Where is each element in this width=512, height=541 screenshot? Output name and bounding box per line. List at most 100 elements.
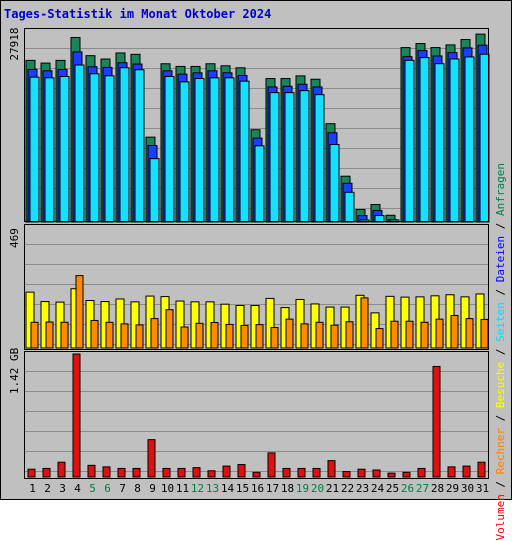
seiten-bar bbox=[104, 75, 115, 223]
seiten-bar bbox=[314, 94, 325, 223]
rechner-bar bbox=[105, 321, 114, 349]
volumen-bar bbox=[102, 466, 111, 478]
seiten-bar bbox=[179, 81, 190, 223]
x-axis-day-label: 24 bbox=[371, 482, 385, 495]
volumen-bar bbox=[192, 467, 201, 478]
x-axis-day-label: 11 bbox=[176, 482, 189, 495]
seiten-bar bbox=[254, 145, 265, 223]
rechner-bar bbox=[75, 275, 84, 349]
x-axis-day-label: 14 bbox=[221, 482, 235, 495]
volumen-bar bbox=[252, 471, 261, 478]
rechner-bar bbox=[330, 324, 339, 349]
volumen-bar bbox=[462, 465, 471, 478]
rechner-bar bbox=[285, 318, 294, 349]
x-axis-day-label: 28 bbox=[431, 482, 444, 495]
y-axis-max-label: 469 bbox=[8, 228, 21, 248]
rechner-bar bbox=[315, 321, 324, 349]
seiten-bar bbox=[479, 53, 490, 223]
seiten-bar bbox=[434, 63, 445, 223]
rechner-bar bbox=[135, 324, 144, 349]
volumen-bar bbox=[117, 467, 126, 478]
panel-3-border bbox=[24, 351, 489, 479]
seiten-bar bbox=[194, 78, 205, 223]
legend-item-volumen: Volumen bbox=[494, 494, 507, 541]
x-axis-day-label: 22 bbox=[341, 482, 354, 495]
rechner-bar bbox=[195, 322, 204, 349]
rechner-bar bbox=[465, 318, 474, 349]
volumen-bar bbox=[372, 469, 381, 478]
x-axis-day-label: 6 bbox=[104, 482, 111, 495]
x-axis-day-label: 30 bbox=[461, 482, 474, 495]
volumen-bar bbox=[177, 467, 186, 478]
volumen-bar bbox=[162, 467, 171, 478]
volumen-bar bbox=[87, 464, 96, 478]
seiten-bar bbox=[89, 73, 100, 223]
volumen-bar bbox=[417, 467, 426, 478]
seiten-bar bbox=[59, 75, 70, 223]
rechner-bar bbox=[450, 314, 459, 349]
volumen-bar bbox=[267, 452, 276, 478]
seiten-bar bbox=[239, 80, 250, 223]
rechner-bar bbox=[225, 323, 234, 349]
rechner-bar bbox=[420, 321, 429, 349]
x-axis-day-label: 20 bbox=[311, 482, 324, 495]
volumen-bar bbox=[207, 470, 216, 478]
panel-3-background bbox=[24, 351, 489, 479]
seiten-bar bbox=[164, 75, 175, 223]
besuche-bar bbox=[25, 291, 35, 349]
x-axis-day-label: 12 bbox=[191, 482, 204, 495]
volumen-bar bbox=[447, 466, 456, 478]
rechner-bar bbox=[240, 324, 249, 349]
rechner-bar bbox=[345, 321, 354, 349]
panel-2-border bbox=[24, 224, 489, 350]
x-axis-day-label: 18 bbox=[281, 482, 294, 495]
rechner-bar bbox=[480, 318, 489, 349]
x-axis-day-label: 17 bbox=[266, 482, 279, 495]
volumen-bar bbox=[27, 468, 36, 478]
rechner-bar bbox=[45, 321, 54, 349]
rechner-bar bbox=[60, 321, 69, 349]
volumen-bar bbox=[222, 465, 231, 478]
x-axis-day-label: 2 bbox=[44, 482, 51, 495]
volumen-bar bbox=[72, 353, 81, 478]
panel-1-border bbox=[24, 28, 489, 222]
x-axis-day-label: 9 bbox=[149, 482, 156, 495]
volumen-bar bbox=[237, 464, 246, 478]
volumen-bar bbox=[312, 467, 321, 478]
x-axis-day-label: 26 bbox=[401, 482, 414, 495]
volumen-bar bbox=[42, 467, 51, 478]
seiten-bar bbox=[209, 77, 220, 223]
y-axis-max-label: 1.42 GB bbox=[8, 347, 21, 394]
rechner-bar bbox=[90, 319, 99, 349]
volumen-bar bbox=[147, 439, 156, 478]
volumen-bar bbox=[477, 461, 486, 478]
x-axis-day-label: 3 bbox=[59, 482, 66, 495]
y-axis-max-label: 27918 bbox=[8, 27, 21, 60]
volumen-bar bbox=[282, 467, 291, 478]
rechner-bar bbox=[435, 318, 444, 349]
x-axis-day-label: 15 bbox=[236, 482, 249, 495]
x-axis-day-label: 1 bbox=[29, 482, 36, 495]
volumen-bar bbox=[297, 467, 306, 478]
rechner-bar bbox=[300, 323, 309, 349]
rechner-bar bbox=[360, 297, 369, 349]
volumen-bar bbox=[57, 461, 66, 478]
volumen-bar bbox=[357, 468, 366, 478]
x-axis-day-label: 31 bbox=[476, 482, 489, 495]
seiten-bar bbox=[344, 191, 355, 223]
seiten-bar bbox=[404, 59, 415, 223]
seiten-bar bbox=[419, 57, 430, 223]
volumen-bar bbox=[132, 467, 141, 478]
rechner-bar bbox=[405, 320, 414, 349]
seiten-bar bbox=[74, 64, 85, 223]
x-axis-day-label: 10 bbox=[161, 482, 174, 495]
rechner-bar bbox=[30, 321, 39, 349]
x-axis-day-label: 25 bbox=[386, 482, 399, 495]
x-axis-day-label: 16 bbox=[251, 482, 264, 495]
seiten-bar bbox=[149, 158, 160, 223]
x-axis-day-label: 21 bbox=[326, 482, 339, 495]
seiten-bar bbox=[44, 77, 55, 223]
rechner-bar bbox=[270, 327, 279, 349]
rechner-bar bbox=[180, 326, 189, 349]
